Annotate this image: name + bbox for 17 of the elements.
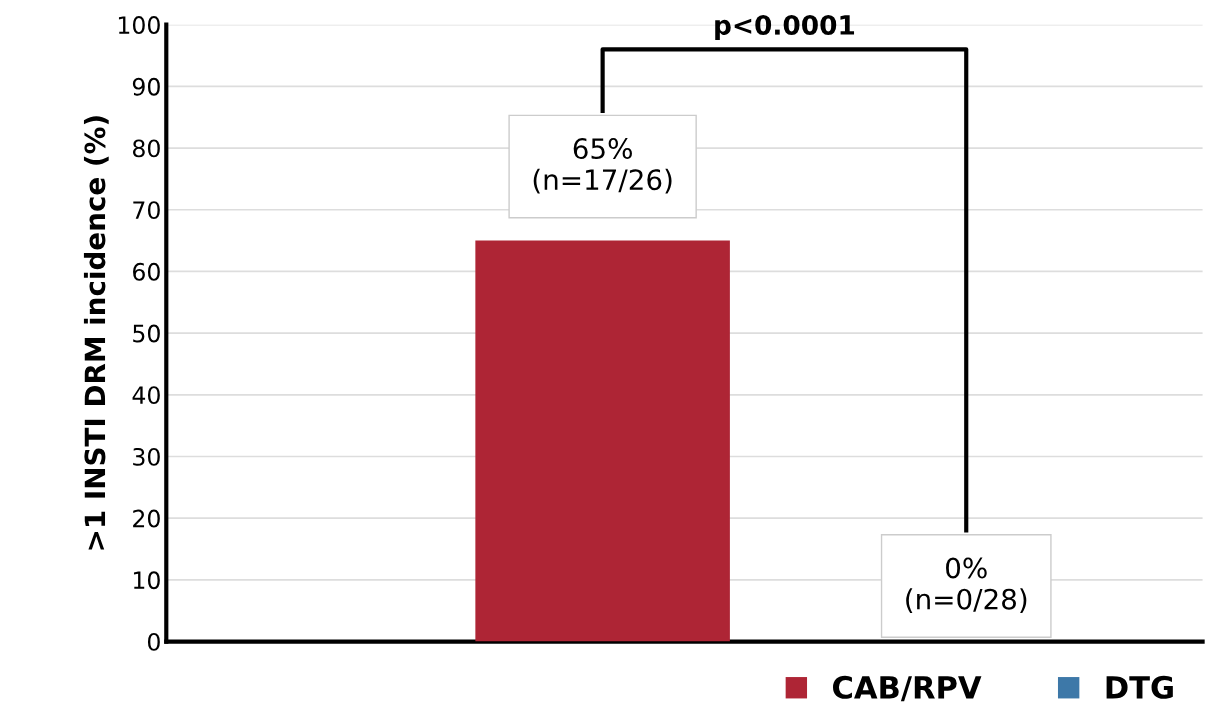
y-tick-label: 50 bbox=[133, 324, 160, 343]
y-tick-label: 10 bbox=[133, 571, 160, 590]
y-tick-label: 30 bbox=[133, 447, 160, 466]
y-tick-label: 80 bbox=[132, 139, 160, 158]
y-tick-label: 0 bbox=[147, 633, 160, 651]
y-axis-title: >1 INSTI DRM incidence (%) bbox=[83, 116, 109, 550]
data-label: 0% (n=0/28) bbox=[906, 557, 1027, 613]
legend-label: DTG bbox=[1106, 675, 1173, 699]
y-tick-label: 40 bbox=[132, 386, 160, 405]
data-label: 65% (n=17/26) bbox=[533, 138, 672, 194]
y-tick-label: 20 bbox=[133, 509, 160, 528]
annotation: p<0.0001 bbox=[715, 15, 855, 41]
y-tick-label: 90 bbox=[132, 77, 160, 96]
y-tick-label: 60 bbox=[133, 262, 160, 281]
y-tick-label: 70 bbox=[133, 201, 160, 220]
legend-label: CAB/RPV bbox=[833, 675, 982, 702]
y-tick-label: 100 bbox=[118, 16, 160, 34]
